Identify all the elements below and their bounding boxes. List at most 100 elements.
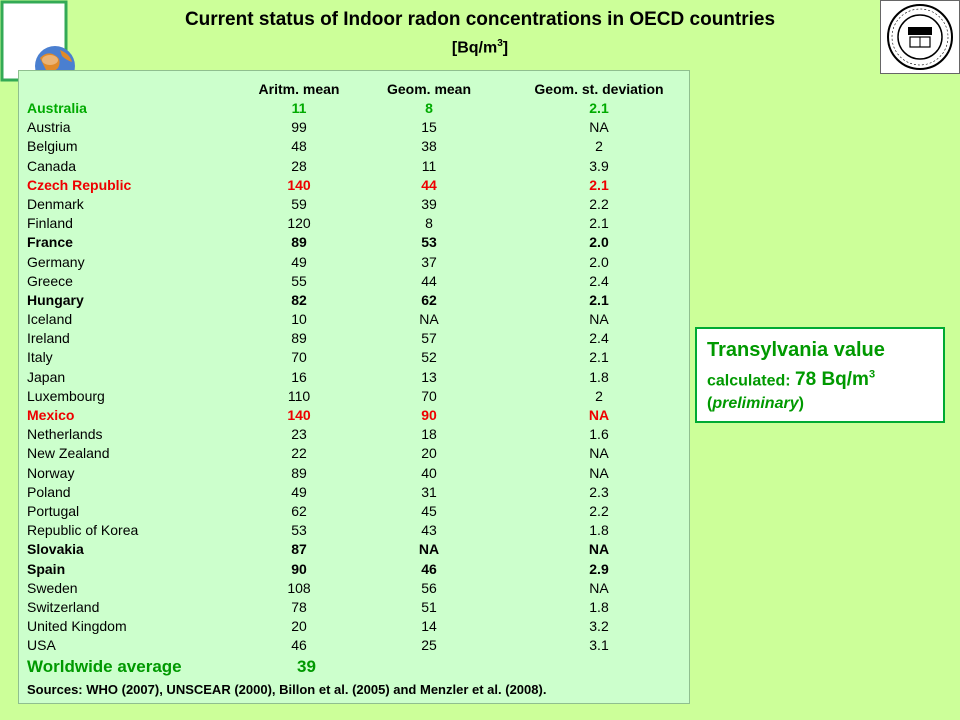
callout-close: ) [798, 395, 804, 413]
row-aritm-mean: 89 [291, 330, 307, 347]
row-aritm-mean: 89 [291, 234, 307, 251]
row-aritm-mean: 90 [291, 560, 307, 577]
row-aritm-mean: 99 [291, 119, 307, 136]
row-geom-mean: 62 [421, 291, 437, 308]
row-aritm-mean: 10 [291, 311, 307, 328]
row-geom-std: 2.1 [589, 215, 609, 232]
row-geom-std: 2.9 [589, 560, 609, 577]
row-geom-mean: 15 [421, 119, 437, 136]
table-row: Germany 49 37 2.0 [19, 253, 689, 272]
table-row: Sweden 108 56 NA [19, 579, 689, 598]
row-geom-std: 3.9 [589, 157, 609, 174]
table-row: Belgium 48 38 2 [19, 137, 689, 156]
table-row: Japan 16 13 1.8 [19, 368, 689, 387]
row-geom-std: 3.2 [589, 618, 609, 635]
callout-value-sup: 3 [868, 369, 876, 381]
slide-subtitle: [Bq/m3] [90, 38, 870, 57]
callout-note: (preliminary) [707, 393, 933, 415]
row-geom-mean: 51 [421, 598, 437, 615]
callout-prefix: calculated: [707, 372, 796, 390]
row-aritm-mean: 110 [287, 387, 311, 404]
row-country: Portugal [27, 502, 80, 519]
row-aritm-mean: 23 [291, 426, 307, 443]
row-country: Slovakia [27, 541, 84, 558]
row-geom-mean: 14 [421, 618, 437, 635]
row-geom-std: 1.8 [589, 598, 609, 615]
row-geom-mean: 90 [421, 407, 437, 423]
subtitle-sup: 3 [497, 38, 503, 49]
row-geom-std: 1.8 [589, 368, 609, 385]
row-geom-std: 2.2 [589, 502, 609, 519]
university-seal-icon [880, 0, 960, 74]
row-geom-std: NA [589, 445, 609, 462]
worldwide-value: 39 [297, 657, 316, 676]
row-aritm-mean: 16 [291, 368, 307, 385]
callout-calculated: calculated: 78 Bq/m3 [707, 363, 933, 393]
row-country: Iceland [27, 311, 73, 328]
row-country: Italy [27, 349, 53, 366]
table-row: Norway 89 40 NA [19, 464, 689, 483]
table-row: Denmark 59 39 2.2 [19, 195, 689, 214]
row-aritm-mean: 62 [291, 502, 307, 519]
table-row: Spain 90 46 2.9 [19, 560, 689, 579]
table-row: Luxembourg 110 70 2 [19, 387, 689, 406]
table-row: Czech Republic 140 44 2.1 [19, 176, 689, 195]
row-geom-mean: 8 [425, 215, 433, 232]
table-row: Slovakia 87 NA NA [19, 540, 689, 559]
row-country: Australia [27, 100, 87, 116]
row-country: Republic of Korea [27, 522, 139, 539]
row-country: Finland [27, 215, 73, 232]
row-aritm-mean: 108 [287, 579, 311, 596]
row-geom-std: NA [588, 541, 610, 558]
header-geom-std: Geom. st. deviation [534, 81, 664, 97]
row-geom-mean: 11 [421, 157, 437, 174]
table-row: Greece 55 44 2.4 [19, 272, 689, 291]
table-row: Mexico 140 90 NA [19, 406, 689, 425]
row-geom-mean: 20 [421, 445, 437, 462]
row-geom-mean: NA [418, 541, 440, 558]
table-row: Canada 28 11 3.9 [19, 157, 689, 176]
row-country: Ireland [27, 330, 70, 347]
row-country: Greece [27, 272, 73, 289]
row-aritm-mean: 140 [287, 407, 311, 423]
table-row: Portugal 62 45 2.2 [19, 502, 689, 521]
row-country: Denmark [27, 195, 84, 212]
row-aritm-mean: 89 [291, 464, 307, 481]
row-aritm-mean: 49 [291, 253, 307, 270]
callout-preliminary: preliminary [712, 395, 799, 413]
row-aritm-mean: 22 [291, 445, 307, 462]
row-aritm-mean: 59 [291, 195, 307, 212]
row-aritm-mean: 46 [291, 637, 307, 654]
row-aritm-mean: 140 [287, 176, 311, 193]
worldwide-average: Worldwide average 39 [27, 657, 316, 677]
row-geom-mean: 37 [421, 253, 437, 270]
slide-title: Current status of Indoor radon concentra… [184, 9, 776, 30]
table-row: Iceland 10 NA NA [19, 310, 689, 329]
callout-title: Transylvania value [707, 339, 885, 361]
table-row: United Kingdom 20 14 3.2 [19, 617, 689, 636]
row-aritm-mean: 53 [291, 522, 307, 539]
table-row: New Zealand 22 20 NA [19, 444, 689, 463]
row-country: France [27, 234, 73, 251]
table-row: Austria 99 15 NA [19, 118, 689, 137]
row-country: United Kingdom [27, 618, 127, 635]
row-country: New Zealand [27, 445, 110, 462]
row-geom-std: NA [589, 579, 609, 596]
row-aritm-mean: 28 [291, 157, 307, 174]
table-row: Netherlands 23 18 1.6 [19, 425, 689, 444]
table-row: Ireland 89 57 2.4 [19, 329, 689, 348]
row-geom-std: 1.6 [589, 426, 609, 443]
row-geom-std: 2.3 [589, 483, 609, 500]
radon-table-panel: Aritm. mean Geom. mean Geom. st. deviati… [18, 70, 690, 704]
table-row: Australia 11 8 2.1 [19, 99, 689, 118]
row-geom-mean: 52 [421, 349, 437, 366]
row-aritm-mean: 70 [291, 349, 307, 366]
header-aritm-mean: Aritm. mean [258, 81, 340, 97]
row-geom-mean: 40 [421, 464, 437, 481]
row-aritm-mean: 48 [291, 138, 307, 155]
row-geom-std: 2.1 [589, 291, 609, 308]
row-geom-std: NA [589, 119, 609, 136]
table-row: Switzerland 78 51 1.8 [19, 598, 689, 617]
row-geom-mean: 53 [421, 234, 437, 251]
table-row: France 89 53 2.0 [19, 233, 689, 252]
